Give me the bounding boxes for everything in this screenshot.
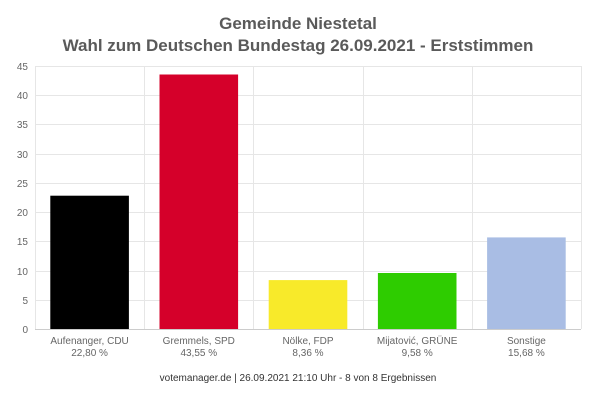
bar bbox=[377, 273, 457, 329]
category-label: Nölke, FDP bbox=[282, 336, 333, 347]
y-tick-label: 25 bbox=[17, 179, 29, 190]
value-label: 22,80 % bbox=[71, 348, 108, 359]
category-label: Sonstige bbox=[507, 336, 546, 347]
chart-subtitle: Wahl zum Deutschen Bundestag 26.09.2021 … bbox=[62, 36, 534, 55]
y-tick-label: 40 bbox=[17, 91, 29, 102]
bar bbox=[487, 237, 566, 329]
value-label: 9,58 % bbox=[402, 348, 433, 359]
y-tick-label: 35 bbox=[17, 120, 29, 131]
value-label: 15,68 % bbox=[508, 348, 545, 359]
category-label: Mijatović, GRÜNE bbox=[377, 335, 458, 347]
y-tick-label: 5 bbox=[22, 296, 28, 307]
y-tick-label: 20 bbox=[17, 208, 29, 219]
bar bbox=[50, 195, 129, 329]
y-tick-label: 0 bbox=[22, 325, 28, 336]
footer-source: votemanager.de | 26.09.2021 21:10 Uhr - … bbox=[159, 373, 437, 384]
y-tick-label: 45 bbox=[17, 62, 29, 73]
y-tick-label: 30 bbox=[17, 150, 29, 161]
y-tick-label: 10 bbox=[17, 267, 29, 278]
bar bbox=[268, 280, 348, 329]
category-label: Aufenanger, CDU bbox=[50, 336, 128, 347]
bar bbox=[159, 74, 239, 329]
value-label: 8,36 % bbox=[292, 348, 323, 359]
y-tick-label: 15 bbox=[17, 237, 29, 248]
chart-title: Gemeinde Niestetal bbox=[219, 14, 377, 33]
category-label: Gremmels, SPD bbox=[163, 336, 235, 347]
value-label: 43,55 % bbox=[180, 348, 217, 359]
